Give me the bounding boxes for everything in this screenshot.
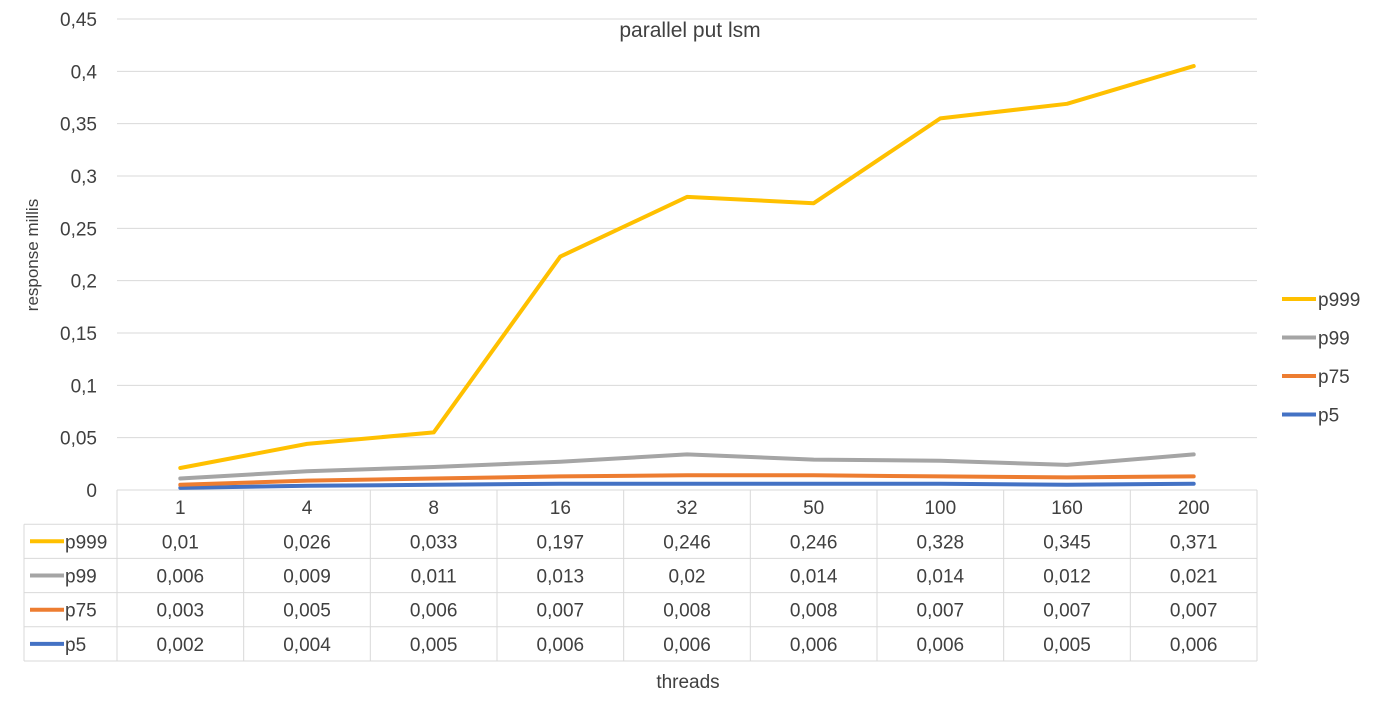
table-series-name: p999 bbox=[65, 532, 107, 553]
table-cell: 0,002 bbox=[157, 635, 205, 656]
table-cell: 0,006 bbox=[410, 601, 458, 622]
table-cell: 0,004 bbox=[283, 635, 331, 656]
y-tick-label: 0,35 bbox=[60, 115, 97, 136]
series-line-p999 bbox=[178, 64, 1196, 470]
series-line-p5 bbox=[178, 481, 1196, 490]
x-tick-label: 1 bbox=[175, 498, 186, 519]
x-tick-label: 160 bbox=[1051, 498, 1083, 519]
x-axis-label: threads bbox=[656, 672, 719, 693]
table-cell: 0,345 bbox=[1043, 532, 1091, 553]
table-cell: 0,011 bbox=[411, 567, 457, 588]
table-cell: 0,021 bbox=[1170, 567, 1218, 588]
y-tick-label: 0,4 bbox=[71, 62, 98, 83]
x-tick-label: 8 bbox=[428, 498, 439, 519]
x-tick-label: 16 bbox=[550, 498, 571, 519]
y-tick-label: 0,1 bbox=[71, 376, 97, 397]
y-tick-label: 0,05 bbox=[60, 429, 97, 450]
legend: p999 p99 p75 p5 bbox=[1282, 290, 1360, 427]
series-line-p99 bbox=[178, 452, 1196, 481]
table-cell: 0,014 bbox=[917, 567, 965, 588]
table-cell: 0,328 bbox=[917, 532, 965, 553]
y-axis-label: response millis bbox=[23, 199, 42, 311]
table-series-name: p99 bbox=[65, 567, 97, 588]
table-cell: 0,013 bbox=[537, 567, 585, 588]
chart-title: parallel put lsm bbox=[619, 19, 760, 42]
table-cell: 0,006 bbox=[1170, 635, 1218, 656]
y-tick-label: 0,45 bbox=[60, 10, 97, 31]
table-cell: 0,008 bbox=[663, 601, 711, 622]
legend-label: p99 bbox=[1318, 329, 1350, 350]
table-cell: 0,371 bbox=[1170, 532, 1218, 553]
x-tick-label: 32 bbox=[676, 498, 697, 519]
table-series-name: p5 bbox=[65, 635, 86, 656]
x-tick-label: 4 bbox=[302, 498, 313, 519]
table-cell: 0,006 bbox=[537, 635, 585, 656]
table-cell: 0,005 bbox=[410, 635, 458, 656]
y-tick-label: 0 bbox=[86, 481, 97, 502]
x-tick-label: 200 bbox=[1178, 498, 1210, 519]
legend-label: p999 bbox=[1318, 290, 1360, 311]
y-tick-label: 0,2 bbox=[71, 272, 97, 293]
table-cell: 0,246 bbox=[663, 532, 711, 553]
table-cell: 0,026 bbox=[283, 532, 331, 553]
table-cell: 0,009 bbox=[283, 567, 331, 588]
table-cell: 0,007 bbox=[1170, 601, 1218, 622]
table-cell: 0,007 bbox=[1043, 601, 1091, 622]
y-tick-label: 0,15 bbox=[60, 324, 97, 345]
legend-label: p5 bbox=[1318, 406, 1339, 427]
table-cell: 0,003 bbox=[157, 601, 205, 622]
table-cell: 0,007 bbox=[537, 601, 585, 622]
table-cell: 0,006 bbox=[917, 635, 965, 656]
table-cell: 0,014 bbox=[790, 567, 838, 588]
table-cell: 0,033 bbox=[410, 532, 458, 553]
y-tick-label: 0,25 bbox=[60, 219, 97, 240]
table-cell: 0,197 bbox=[537, 532, 585, 553]
y-axis-ticks: 0 0,05 0,1 0,15 0,2 0,25 0,3 0,35 0,4 0,45 bbox=[60, 10, 97, 502]
table-series-name: p75 bbox=[65, 601, 97, 622]
table-cell: 0,006 bbox=[157, 567, 205, 588]
series-line-p75 bbox=[178, 473, 1196, 487]
legend-label: p75 bbox=[1318, 367, 1350, 388]
table-cell: 0,006 bbox=[790, 635, 838, 656]
table-cell: 0,006 bbox=[663, 635, 711, 656]
table-cell: 0,005 bbox=[1043, 635, 1091, 656]
gridlines bbox=[117, 18, 1257, 439]
table-cell: 0,01 bbox=[162, 532, 199, 553]
x-tick-label: 100 bbox=[924, 498, 956, 519]
data-table: 1 4 8 16 32 50 100 160 200 p999 0,01 0,026 0,033 0,19… bbox=[23, 489, 1258, 662]
x-tick-label: 50 bbox=[803, 498, 824, 519]
table-cell: 0,012 bbox=[1043, 567, 1091, 588]
series-lines bbox=[178, 64, 1196, 490]
table-cell: 0,007 bbox=[917, 601, 965, 622]
y-tick-label: 0,3 bbox=[71, 167, 97, 188]
table-cell: 0,02 bbox=[669, 567, 706, 588]
table-cell: 0,008 bbox=[790, 601, 838, 622]
table-cell: 0,005 bbox=[283, 601, 331, 622]
table-cell: 0,246 bbox=[790, 532, 838, 553]
